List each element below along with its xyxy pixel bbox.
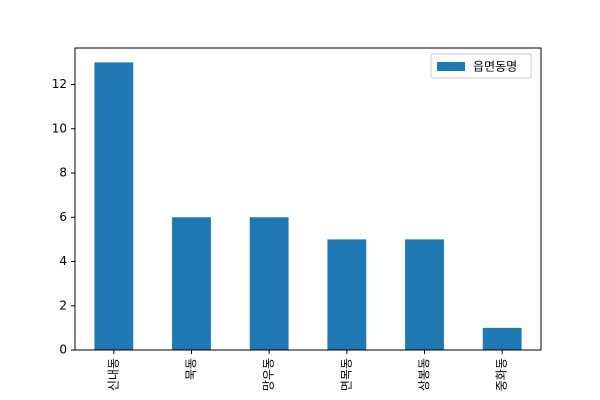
- y-tick-label: 12: [52, 77, 67, 91]
- bar-면목동: [327, 239, 367, 350]
- bar-망우동: [249, 217, 289, 350]
- y-axis: 0 2 4 6 8 10 12: [52, 77, 75, 357]
- legend-swatch: [437, 62, 465, 71]
- bar-묵동: [172, 217, 211, 350]
- legend: 읍면동명: [430, 53, 532, 79]
- x-tick-label: 묵동: [184, 358, 198, 380]
- y-tick-label: 0: [59, 343, 67, 357]
- y-tick-label: 2: [59, 298, 67, 312]
- y-tick-label: 4: [59, 254, 67, 268]
- y-tick-label: 10: [52, 121, 67, 135]
- plot-frame: [74, 47, 542, 351]
- x-tick-label: 망우동: [262, 358, 276, 391]
- bars-group: [94, 62, 522, 350]
- bar-상봉동: [405, 239, 444, 350]
- x-tick-label: 면목동: [339, 358, 353, 391]
- x-tick-label: 중화동: [495, 358, 509, 391]
- legend-label: 읍면동명: [473, 60, 517, 74]
- x-axis: 신내동 묵동 망우동 면목동 상봉동 중화동: [106, 350, 509, 391]
- bar-중화동: [482, 327, 522, 350]
- y-tick-label: 6: [59, 210, 67, 224]
- bar-신내동: [94, 62, 134, 350]
- x-tick-label: 상봉동: [417, 358, 431, 391]
- y-tick-label: 8: [59, 166, 67, 180]
- legend-box: [430, 53, 532, 79]
- x-tick-label: 신내동: [106, 358, 120, 391]
